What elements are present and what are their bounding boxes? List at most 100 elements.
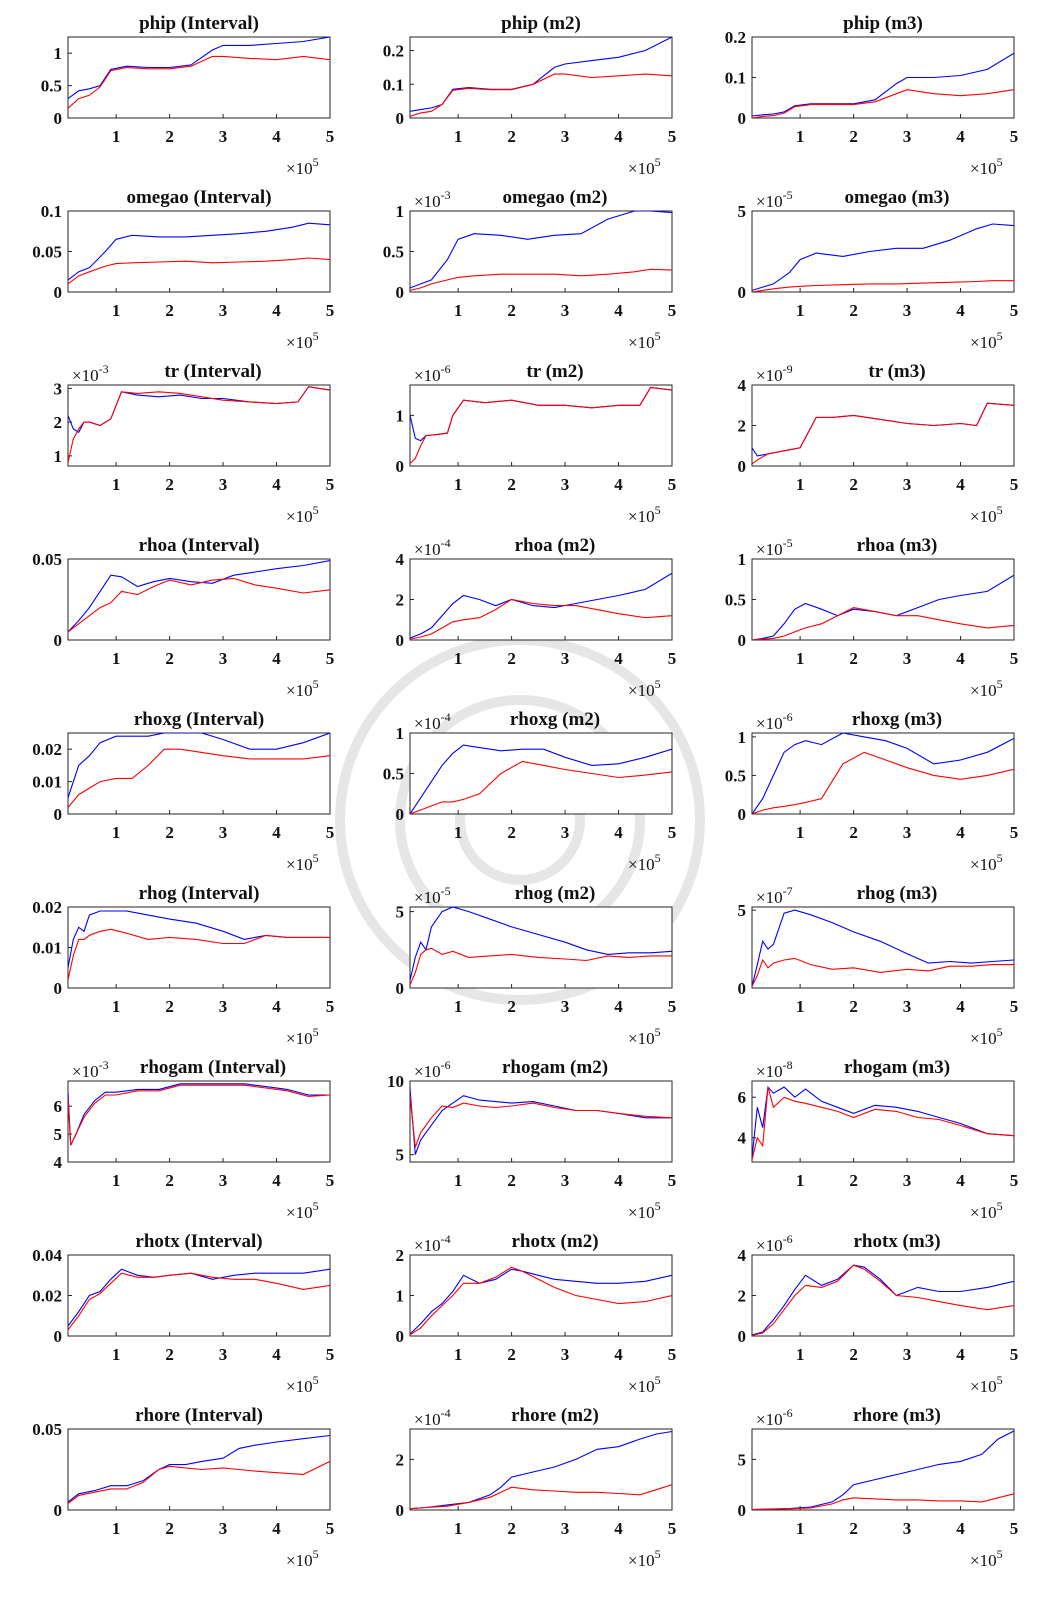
x-tick-label: 1 — [112, 301, 121, 320]
series-line-blue — [752, 733, 1014, 814]
x-tick-label: 5 — [1010, 1345, 1019, 1364]
x-multiplier: ×105 — [628, 503, 661, 526]
series-line-red — [410, 1266, 672, 1336]
y-multiplier: ×10-6 — [756, 1406, 793, 1429]
x-tick-label: 1 — [454, 1519, 463, 1538]
x-tick-label: 5 — [668, 1171, 677, 1190]
x-tick-label: 1 — [796, 475, 805, 494]
chart-panel: tr (m2) ×10-6 0 1 1 2 3 4 5 ×105 — [396, 361, 677, 526]
x-tick-label: 4 — [272, 127, 281, 146]
x-multiplier: ×105 — [970, 155, 1003, 178]
x-tick-label: 1 — [454, 997, 463, 1016]
x-tick-label: 4 — [614, 1519, 623, 1538]
y-multiplier: ×10-5 — [756, 188, 793, 211]
x-multiplier: ×105 — [286, 1199, 319, 1222]
x-multiplier: ×105 — [970, 1373, 1003, 1396]
series-line-red — [410, 1484, 672, 1510]
y-tick-label: 0.2 — [725, 28, 746, 47]
y-tick-label: 0 — [54, 1501, 63, 1520]
x-tick-label: 2 — [507, 1345, 516, 1364]
y-tick-label: 0.5 — [725, 591, 746, 610]
chart-panel: phip (m3) 0 0.1 0.2 1 2 3 4 5 ×105 — [725, 13, 1019, 178]
panel-title: phip (m2) — [501, 13, 581, 34]
y-tick-label: 1 — [738, 728, 747, 747]
x-multiplier: ×105 — [970, 503, 1003, 526]
x-tick-label: 5 — [326, 649, 335, 668]
x-multiplier: ×105 — [286, 155, 319, 178]
x-tick-label: 4 — [614, 997, 623, 1016]
x-multiplier: ×105 — [628, 851, 661, 874]
y-tick-label: 2 — [396, 1246, 405, 1265]
y-tick-label: 2 — [396, 591, 405, 610]
series-line-blue — [752, 574, 1014, 640]
panel-title: rhoxg (Interval) — [134, 709, 264, 730]
y-tick-label: 5 — [738, 1450, 747, 1469]
x-tick-label: 3 — [219, 1519, 228, 1538]
x-multiplier: ×105 — [970, 677, 1003, 700]
x-tick-label: 2 — [849, 823, 858, 842]
x-tick-label: 3 — [903, 1345, 912, 1364]
y-tick-label: 1 — [54, 447, 63, 466]
x-tick-label: 2 — [507, 649, 516, 668]
panel-title: tr (m3) — [868, 361, 925, 382]
chart-panel: phip (m2) 0 0.1 0.2 1 2 3 4 5 ×105 — [383, 13, 677, 178]
y-tick-label: 0 — [396, 457, 405, 476]
x-tick-label: 3 — [903, 475, 912, 494]
series-line-red — [68, 257, 330, 285]
chart-panel: omegao (Interval) 0 0.05 0.1 1 2 3 4 5 ×105 — [32, 187, 334, 352]
x-tick-label: 2 — [507, 127, 516, 146]
x-tick-label: 4 — [614, 301, 623, 320]
axes-frame — [67, 36, 331, 119]
y-tick-label: 0 — [738, 631, 747, 650]
x-multiplier: ×105 — [970, 851, 1003, 874]
x-tick-label: 2 — [165, 649, 174, 668]
y-tick-label: 0.1 — [383, 75, 404, 94]
chart-panel: rhotx (m2) ×10-4 0 1 2 1 2 3 4 5 ×105 — [396, 1231, 677, 1396]
y-multiplier: ×10-9 — [756, 362, 793, 385]
y-tick-label: 0.01 — [32, 939, 62, 958]
axes-frame — [751, 210, 1015, 293]
y-tick-label: 4 — [738, 1246, 747, 1265]
x-multiplier: ×105 — [628, 1025, 661, 1048]
y-tick-label: 0 — [54, 109, 63, 128]
x-tick-label: 4 — [614, 649, 623, 668]
y-tick-label: 0.5 — [383, 243, 404, 262]
chart-panel: tr (m3) ×10-9 0 2 4 1 2 3 4 5 ×105 — [738, 361, 1019, 526]
panel-title: rhogam (Interval) — [140, 1057, 286, 1078]
x-tick-label: 3 — [219, 127, 228, 146]
y-tick-label: 1 — [396, 202, 405, 221]
series-line-blue — [68, 1434, 330, 1503]
series-line-blue — [68, 1083, 330, 1146]
chart-panel: rhore (m3) ×10-6 0 5 1 2 3 4 5 ×105 — [738, 1405, 1019, 1570]
series-line-red — [410, 760, 672, 814]
x-tick-label: 5 — [326, 301, 335, 320]
panel-title: rhoa (m2) — [515, 535, 596, 556]
series-line-red — [68, 1460, 330, 1504]
x-tick-label: 1 — [796, 301, 805, 320]
axes-frame — [409, 732, 673, 815]
x-tick-label: 3 — [561, 301, 570, 320]
y-tick-label: 0.02 — [32, 740, 62, 759]
y-multiplier: ×10-6 — [756, 710, 793, 733]
panel-title: rhogam (m3) — [844, 1057, 950, 1078]
series-line-red — [410, 1095, 672, 1148]
x-multiplier: ×105 — [628, 155, 661, 178]
x-multiplier: ×105 — [970, 1547, 1003, 1570]
y-tick-label: 0 — [738, 979, 747, 998]
x-tick-label: 2 — [165, 1519, 174, 1538]
x-tick-label: 3 — [561, 1519, 570, 1538]
y-tick-label: 0 — [396, 1327, 405, 1346]
y-tick-label: 1 — [396, 1287, 405, 1306]
axes-frame — [67, 906, 331, 989]
y-tick-label: 1 — [738, 550, 747, 569]
y-tick-label: 0.05 — [32, 243, 62, 262]
panel-title: rhog (m3) — [857, 883, 938, 904]
x-tick-label: 1 — [112, 1519, 121, 1538]
x-tick-label: 1 — [796, 997, 805, 1016]
x-tick-label: 3 — [561, 823, 570, 842]
series-line-blue — [410, 572, 672, 639]
x-tick-label: 1 — [796, 1519, 805, 1538]
y-tick-label: 0.5 — [383, 765, 404, 784]
x-tick-label: 4 — [614, 823, 623, 842]
axes-frame — [67, 210, 331, 293]
